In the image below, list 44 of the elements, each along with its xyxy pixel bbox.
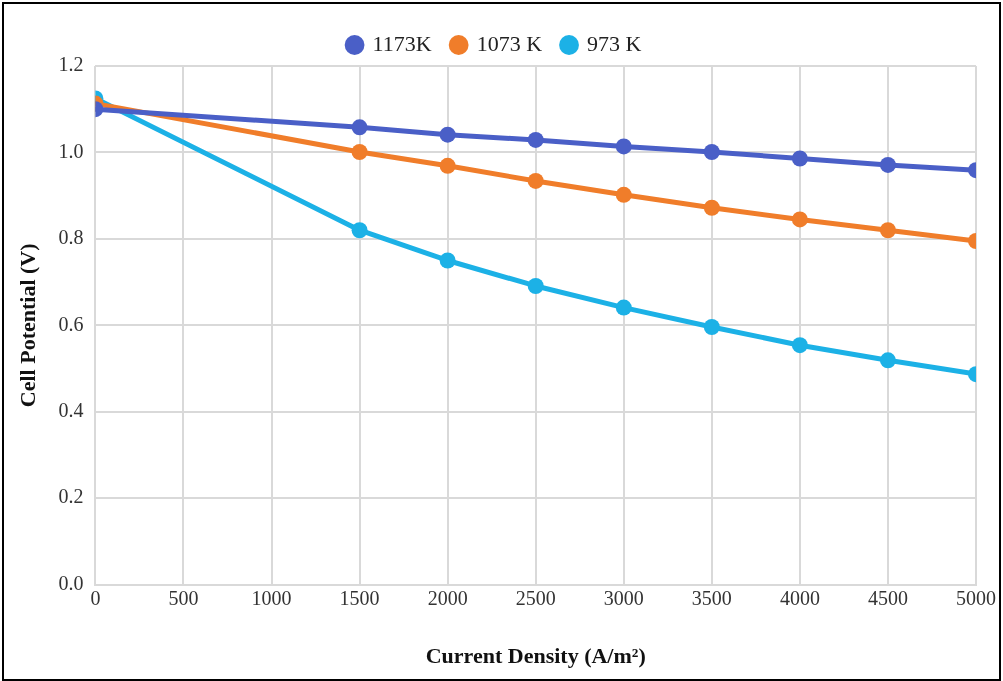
x-tick-label: 4000 [779,586,820,609]
y-tick-label: 1.0 [58,139,84,162]
point [703,319,720,336]
point [439,252,456,269]
y-axis-title: Cell Potential (V) [14,243,40,408]
x-tick-label: 3000 [603,586,644,609]
point [527,172,544,189]
x-axis-title: Current Density (A/m²) [425,643,646,669]
x-tick-label: 1500 [339,586,380,609]
y-tick-label: 0.0 [58,571,84,594]
legend-label: 1173K [372,30,432,56]
point [791,150,808,167]
y-tick-label: 0.8 [58,226,84,249]
x-tick-label: 2500 [515,586,556,609]
point [791,337,808,354]
point [439,126,456,143]
y-tick-label: 0.4 [58,398,84,421]
x-tick-label: 500 [168,586,199,609]
point [879,352,896,369]
point [351,119,368,136]
point [527,131,544,148]
point [615,138,632,155]
x-tick-label: 0 [90,586,101,609]
point [703,199,720,216]
x-tick-label: 3500 [691,586,732,609]
point [439,157,456,174]
x-tick-label: 1000 [251,586,292,609]
point [703,144,720,160]
legend-label: 973 K [587,30,642,56]
y-tick-label: 0.6 [58,312,84,335]
point [791,211,808,228]
point [615,186,632,203]
legend-label: 1073 K [476,30,543,56]
point [615,299,632,316]
y-tick-label: 1.2 [58,53,84,76]
x-tick-label: 5000 [956,586,996,609]
point [879,222,896,239]
point [351,222,368,239]
x-tick-label: 4500 [867,586,908,609]
point [351,144,368,160]
point [879,156,896,173]
y-tick-label: 0.2 [58,485,84,508]
x-tick-label: 2000 [427,586,468,609]
point [527,277,544,294]
